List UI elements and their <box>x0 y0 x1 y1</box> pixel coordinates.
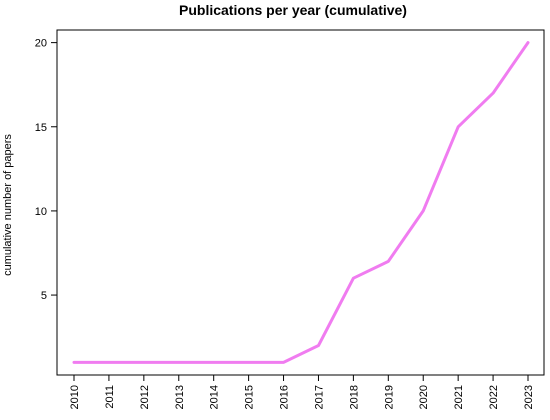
series-line-0 <box>72 41 530 364</box>
plot-series <box>72 41 530 364</box>
x-tick-label: 2017 <box>313 385 325 409</box>
x-tick-label: 2015 <box>244 385 256 409</box>
x-tick-label: 2012 <box>139 385 151 409</box>
x-tick-label: 2019 <box>383 385 395 409</box>
x-tick-label: 2020 <box>418 385 430 409</box>
chart-title: Publications per year (cumulative) <box>179 2 407 18</box>
x-tick-label: 2018 <box>348 385 360 409</box>
x-tick-label: 2022 <box>488 385 500 409</box>
x-tick-label: 2014 <box>209 385 221 409</box>
x-tick-label: 2013 <box>174 385 186 409</box>
y-tick-label: 20 <box>35 38 47 50</box>
x-tick-label: 2011 <box>104 385 116 409</box>
plot-frame <box>56 29 545 376</box>
x-axis: 2010 2011 2012 2013 2014 2015 2016 2017 2018 2019… <box>69 375 535 409</box>
x-tick-label: 2021 <box>453 385 465 409</box>
y-tick-label: 5 <box>41 290 47 302</box>
y-tick-label: 10 <box>35 206 47 218</box>
y-axis: 5 10 15 20 <box>35 38 57 302</box>
y-axis-label: cumulative number of papers <box>2 134 14 276</box>
x-tick-label: 2010 <box>69 385 81 409</box>
x-tick-label: 2023 <box>523 385 535 409</box>
y-tick-label: 15 <box>35 122 47 134</box>
x-tick-label: 2016 <box>279 385 291 409</box>
